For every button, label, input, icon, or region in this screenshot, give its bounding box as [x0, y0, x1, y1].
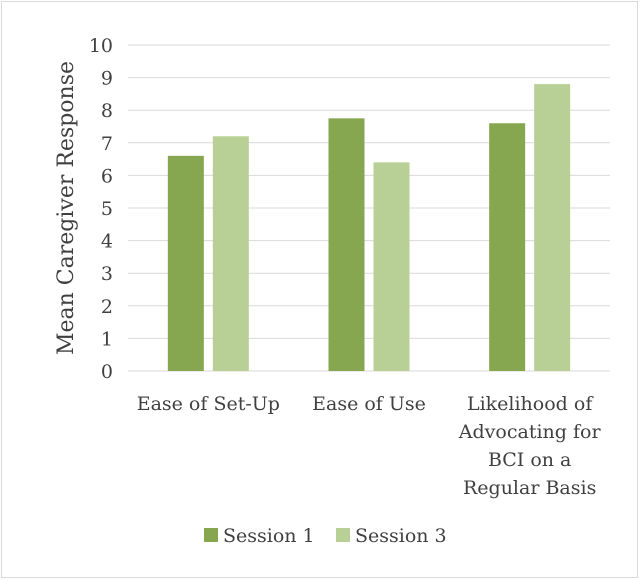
- x-tick-label: Ease of Set-Up: [137, 393, 280, 415]
- x-axis-labels: Ease of Set-Up Ease of Use Likelihood of Ad…: [137, 393, 602, 499]
- y-tick-label: 6: [101, 165, 113, 187]
- bar-session-1: [489, 123, 526, 372]
- y-tick-label: 5: [101, 198, 113, 220]
- x-tick-label: Ease of Use: [312, 393, 426, 415]
- y-tick-label: 0: [101, 361, 113, 383]
- y-tick-label: 3: [101, 263, 113, 285]
- y-tick-label: 8: [101, 100, 113, 122]
- bar-session-3: [534, 84, 571, 372]
- legend: Session 1 Session 3: [204, 525, 447, 547]
- legend-swatch: [336, 528, 350, 542]
- bar-session-1: [328, 118, 365, 371]
- x-tick-label-line: Advocating for: [458, 421, 602, 443]
- legend-label: Session 1: [223, 525, 315, 547]
- x-tick-label: Likelihood of Advocating for BCI on a Regul…: [458, 393, 602, 499]
- bar-session-3: [373, 162, 410, 371]
- x-tick-label-line: BCI on a: [488, 449, 571, 471]
- legend-swatch: [204, 528, 218, 542]
- gridlines: [128, 44, 610, 372]
- y-tick-label: 10: [89, 35, 113, 57]
- x-tick-label-line: Ease of Set-Up: [137, 393, 280, 415]
- bars: [167, 84, 571, 372]
- bar-session-1: [167, 155, 204, 371]
- y-tick-label: 2: [101, 296, 113, 318]
- y-axis-title: Mean Caregiver Response: [54, 61, 79, 355]
- y-tick-label: 7: [101, 133, 113, 155]
- x-tick-label-line: Likelihood of: [467, 393, 594, 415]
- y-tick-label: 1: [101, 328, 113, 350]
- x-tick-label-line: Ease of Use: [312, 393, 426, 415]
- y-tick-label: 4: [101, 231, 113, 253]
- y-tick-label: 9: [101, 68, 113, 90]
- bar-session-3: [212, 136, 249, 371]
- x-tick-label-line: Regular Basis: [463, 477, 596, 499]
- y-axis-ticks: 0 1 2 3 4 5 6 7 8 9 10: [89, 35, 113, 383]
- legend-label: Session 3: [355, 525, 447, 547]
